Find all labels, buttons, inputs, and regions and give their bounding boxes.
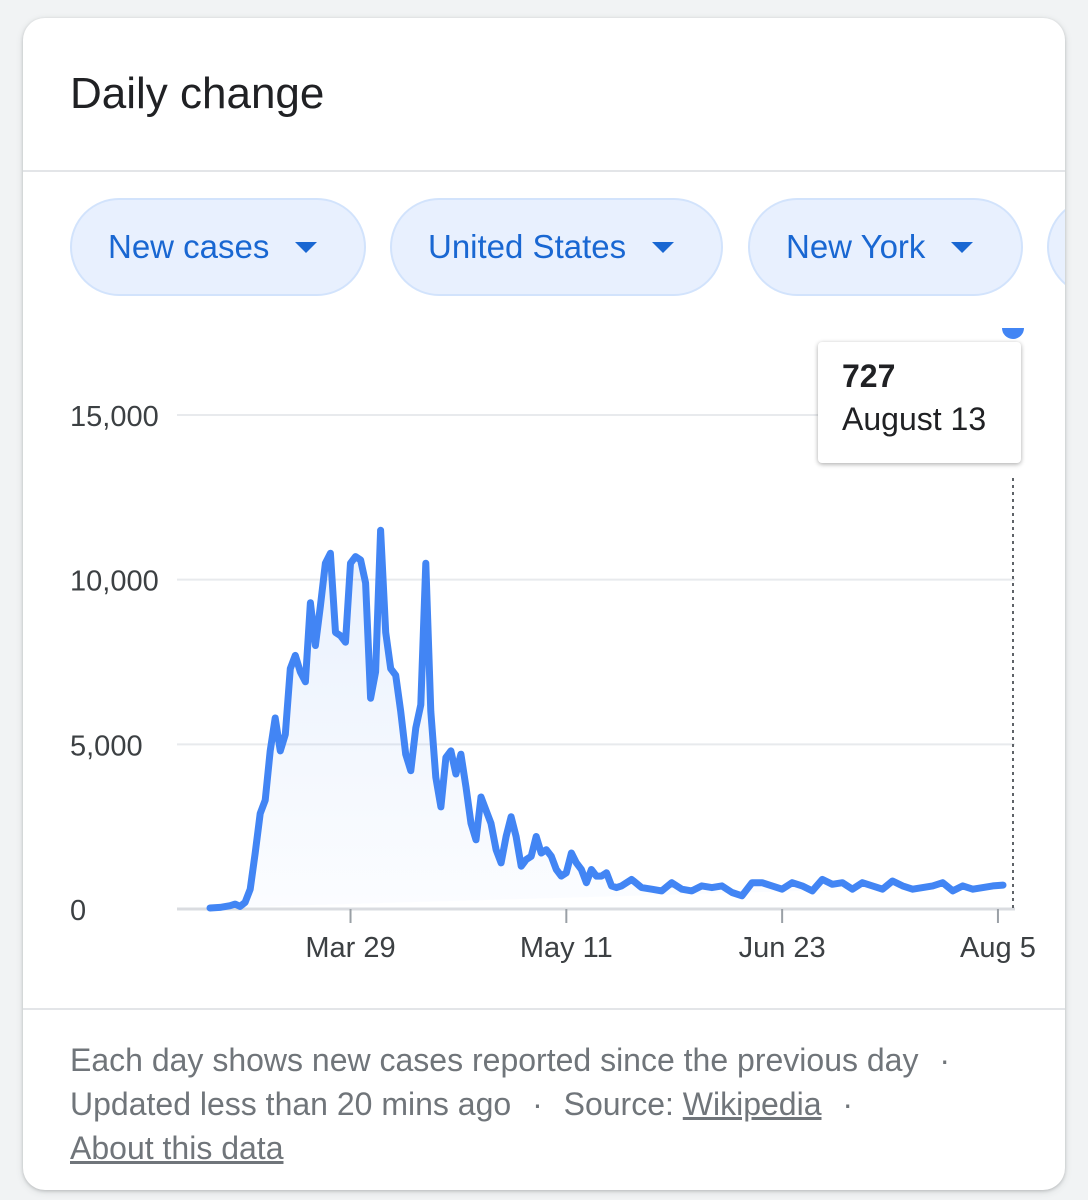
x-tick-label: May 11 (520, 932, 613, 964)
dropdown-arrow-icon (652, 241, 675, 253)
footer-separator: · (939, 1042, 951, 1078)
hover-point[interactable] (1002, 328, 1024, 339)
source-link-wikipedia[interactable]: Wikipedia (682, 1086, 822, 1122)
tooltip-date: August 13 (842, 401, 987, 437)
tooltip-value: 727 (842, 358, 896, 394)
daily-cases-chart: 0 5,000 10,000 15,000 Mar 29 May 11 Jun 23 Aug… (70, 328, 1036, 964)
cases-area (210, 530, 1003, 908)
x-tick-label: Mar 29 (305, 932, 395, 964)
filter-chips: New cases United States New York (23, 198, 1065, 300)
chart-footer: Each day shows new cases reported since … (70, 1038, 1020, 1170)
metric-filter-label: New cases (108, 228, 270, 265)
next-filter-chip[interactable] (1047, 198, 1065, 296)
footer-source-label: Source: (563, 1086, 674, 1122)
x-axis: Mar 29 May 11 Jun 23 Aug 5 (305, 909, 1036, 964)
y-tick-label: 5,000 (70, 730, 143, 762)
region-filter-label: New York (786, 228, 926, 265)
region-filter-chip[interactable]: New York (748, 198, 1023, 296)
footer-separator: · (842, 1086, 854, 1122)
footer-divider (23, 1008, 1065, 1010)
footer-description: Each day shows new cases reported since … (70, 1042, 919, 1078)
metric-filter-chip[interactable]: New cases (70, 198, 366, 296)
footer-updated: Updated less than 20 mins ago (70, 1086, 512, 1122)
x-tick-label: Aug 5 (960, 932, 1036, 964)
y-tick-label: 0 (70, 895, 86, 927)
dropdown-arrow-icon (295, 241, 318, 253)
header-divider (23, 170, 1065, 172)
dropdown-arrow-icon (951, 241, 974, 253)
about-data-link[interactable]: About this data (70, 1130, 284, 1166)
daily-change-card: Daily change New cases United States New… (23, 18, 1065, 1190)
y-tick-label: 15,000 (70, 401, 159, 433)
card-title: Daily change (70, 69, 325, 118)
y-tick-label: 10,000 (70, 566, 159, 598)
country-filter-label: United States (428, 228, 627, 265)
footer-separator: · (532, 1086, 543, 1122)
cases-line (206, 526, 1007, 912)
value-tooltip: 727 August 13 (818, 342, 1021, 463)
x-tick-label: Jun 23 (739, 932, 826, 964)
country-filter-chip[interactable]: United States (390, 198, 723, 296)
y-axis: 0 5,000 10,000 15,000 (70, 401, 159, 927)
